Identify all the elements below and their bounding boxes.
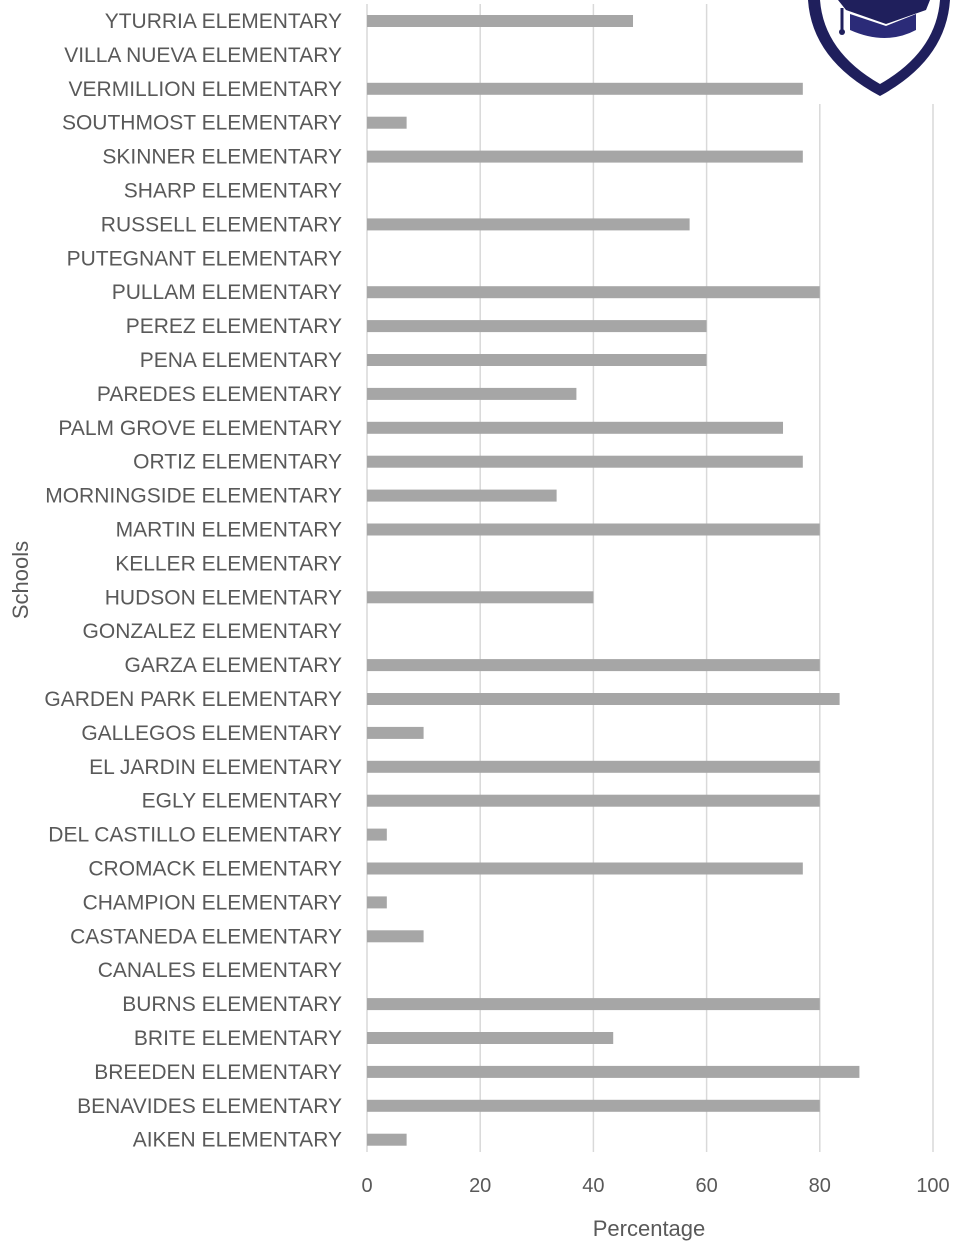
category-label: GONZALEZ ELEMENTARY xyxy=(83,620,342,643)
category-label: EL JARDIN ELEMENTARY xyxy=(89,756,342,779)
y-axis-title: Schools xyxy=(8,541,33,619)
category-label: SKINNER ELEMENTARY xyxy=(102,146,342,169)
x-tick-label: 40 xyxy=(582,1175,604,1197)
category-label: PALM GROVE ELEMENTARY xyxy=(58,417,342,440)
category-label: CHAMPION ELEMENTARY xyxy=(83,891,342,914)
bar xyxy=(367,828,387,841)
category-label: DEL CASTILLO ELEMENTARY xyxy=(48,824,342,847)
x-tick-label: 20 xyxy=(469,1175,491,1197)
category-label: SOUTHMOST ELEMENTARY xyxy=(62,112,342,135)
bar xyxy=(367,523,820,536)
category-label: MARTIN ELEMENTARY xyxy=(116,519,342,542)
bar xyxy=(367,387,577,400)
bar xyxy=(367,760,820,773)
category-label: BURNS ELEMENTARY xyxy=(122,993,342,1016)
category-label: MORNINGSIDE ELEMENTARY xyxy=(45,485,342,508)
x-tick-label: 0 xyxy=(361,1175,372,1197)
category-label: CASTANEDA ELEMENTARY xyxy=(70,925,342,948)
bar xyxy=(367,354,707,366)
category-label: GARZA ELEMENTARY xyxy=(125,654,342,677)
bar xyxy=(367,421,784,434)
bar xyxy=(367,794,820,807)
category-label: GARDEN PARK ELEMENTARY xyxy=(44,688,342,711)
bar xyxy=(367,1065,860,1078)
bar xyxy=(367,930,424,943)
graduation-cap-icon xyxy=(838,0,930,38)
category-label: PULLAM ELEMENTARY xyxy=(112,281,342,304)
category-label: CROMACK ELEMENTARY xyxy=(88,858,342,881)
category-label: BREEDEN ELEMENTARY xyxy=(94,1061,342,1084)
x-tick-label: 80 xyxy=(809,1175,831,1197)
bar xyxy=(367,150,803,163)
bar xyxy=(367,862,803,875)
category-label: PENA ELEMENTARY xyxy=(140,349,342,372)
category-labels: YTURRIA ELEMENTARY VILLA NUEVA ELEMENTARY… xyxy=(44,10,342,1152)
bar xyxy=(367,218,690,231)
category-label: BRITE ELEMENTARY xyxy=(134,1027,342,1050)
bar xyxy=(367,286,820,299)
bar xyxy=(367,659,820,672)
category-label: GALLEGOS ELEMENTARY xyxy=(81,722,342,745)
bar xyxy=(367,1099,820,1112)
bar xyxy=(367,455,803,468)
category-label: BENAVIDES ELEMENTARY xyxy=(77,1095,342,1118)
bar xyxy=(367,693,840,705)
category-label: PAREDES ELEMENTARY xyxy=(97,383,342,406)
bar xyxy=(367,82,803,95)
category-label: KELLER ELEMENTARY xyxy=(115,552,342,575)
bars xyxy=(367,15,860,1146)
bar xyxy=(367,591,594,604)
graduation-cap-shield-logo xyxy=(808,0,950,96)
x-tick-label: 100 xyxy=(916,1175,949,1197)
bar xyxy=(367,1133,407,1146)
bar xyxy=(367,15,634,27)
category-label: YTURRIA ELEMENTARY xyxy=(105,10,342,33)
bar xyxy=(367,320,707,333)
bar xyxy=(367,896,387,909)
category-label: SHARP ELEMENTARY xyxy=(124,180,342,203)
grid xyxy=(366,4,934,1152)
bar xyxy=(367,489,557,502)
category-label: ORTIZ ELEMENTARY xyxy=(133,451,342,474)
bar xyxy=(367,726,424,739)
bar xyxy=(367,1032,614,1044)
bar xyxy=(367,998,820,1011)
category-label: HUDSON ELEMENTARY xyxy=(105,586,342,609)
bar xyxy=(367,116,407,129)
category-label: AIKEN ELEMENTARY xyxy=(133,1129,342,1152)
x-axis-title: Percentage xyxy=(593,1216,706,1241)
category-label: CANALES ELEMENTARY xyxy=(98,959,342,982)
category-label: PEREZ ELEMENTARY xyxy=(126,315,342,338)
category-label: PUTEGNANT ELEMENTARY xyxy=(67,247,342,270)
category-label: VILLA NUEVA ELEMENTARY xyxy=(64,44,342,67)
x-tick-labels: 0 20 40 60 80 100 xyxy=(361,1175,949,1197)
category-label: EGLY ELEMENTARY xyxy=(142,790,342,813)
category-label: VERMILLION ELEMENTARY xyxy=(69,78,342,101)
category-label: RUSSELL ELEMENTARY xyxy=(101,213,342,236)
x-tick-label: 60 xyxy=(695,1175,717,1197)
